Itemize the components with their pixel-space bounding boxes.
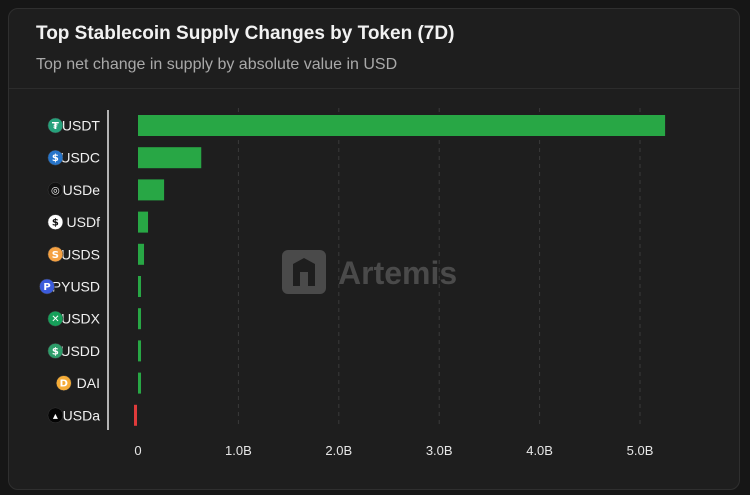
- category-label-usde: USDe: [63, 182, 101, 198]
- header-divider: [9, 88, 739, 89]
- bar-usdt[interactable]: [138, 115, 666, 136]
- bar-usdx[interactable]: [138, 308, 142, 330]
- usdd-icon: $: [47, 343, 64, 359]
- usdc-icon: $: [47, 149, 64, 166]
- category-label-usds: USDS: [61, 246, 100, 262]
- svg-text:P: P: [43, 282, 50, 293]
- usde-icon: ◎: [47, 182, 64, 198]
- svg-text:D: D: [60, 379, 68, 390]
- category-label-usdc: USDC: [60, 150, 100, 166]
- bar-pyusd[interactable]: [138, 276, 142, 297]
- bar-dai[interactable]: [138, 372, 142, 394]
- x-tick-label-5: 5.0B: [627, 443, 654, 458]
- category-label-usda: USDa: [63, 407, 101, 423]
- watermark-text: Artemis: [338, 255, 457, 291]
- bar-usds[interactable]: [138, 243, 145, 265]
- category-labels: USDT₮USDC$USDe◎USDf$USDSSPYUSDPUSDX✕USDD…: [39, 117, 101, 424]
- pyusd-icon: P: [39, 278, 55, 295]
- category-label-usdf: USDf: [67, 214, 101, 230]
- chart-subtitle: Top net change in supply by absolute val…: [36, 56, 398, 73]
- usdx-icon: ✕: [47, 310, 64, 327]
- bar-usda[interactable]: [134, 404, 138, 426]
- bar-usdf[interactable]: [138, 211, 149, 233]
- svg-text:₮: ₮: [52, 121, 59, 132]
- x-tick-label-4: 4.0B: [526, 443, 553, 458]
- dai-icon: D: [56, 375, 72, 391]
- x-tick-label-1: 1.0B: [225, 443, 252, 458]
- bar-usde[interactable]: [138, 179, 165, 201]
- svg-text:$: $: [52, 153, 59, 164]
- grid-lines: [237, 108, 641, 428]
- category-label-usdd: USDD: [60, 343, 100, 359]
- usds-icon: S: [47, 246, 64, 263]
- usda-icon: ▴: [47, 407, 64, 424]
- chart-card: Top Stablecoin Supply Changes by Token (…: [8, 8, 740, 490]
- x-axis-ticks: 0 1.0B 2.0B 3.0B 4.0B 5.0B: [134, 443, 653, 458]
- tether-icon: ₮: [47, 117, 64, 134]
- x-tick-label-3: 3.0B: [426, 443, 453, 458]
- category-label-usdt: USDT: [62, 118, 101, 134]
- chart-title: Top Stablecoin Supply Changes by Token (…: [36, 23, 455, 44]
- bar-usdd[interactable]: [138, 340, 142, 362]
- usdf-icon: $: [47, 214, 64, 230]
- x-tick-label-0: 0: [134, 443, 141, 458]
- bar-usdc[interactable]: [138, 147, 202, 169]
- svg-text:✕: ✕: [51, 314, 59, 325]
- bars: [134, 115, 666, 426]
- svg-text:◎: ◎: [51, 185, 60, 196]
- category-label-usdx: USDX: [61, 311, 101, 327]
- svg-text:▴: ▴: [53, 411, 58, 422]
- svg-text:$: $: [52, 346, 59, 357]
- svg-text:S: S: [52, 250, 59, 261]
- watermark: Artemis: [282, 250, 457, 294]
- x-tick-label-2: 2.0B: [325, 443, 352, 458]
- category-label-pyusd: PYUSD: [52, 279, 100, 295]
- svg-text:$: $: [52, 218, 59, 229]
- category-label-dai: DAI: [77, 375, 100, 391]
